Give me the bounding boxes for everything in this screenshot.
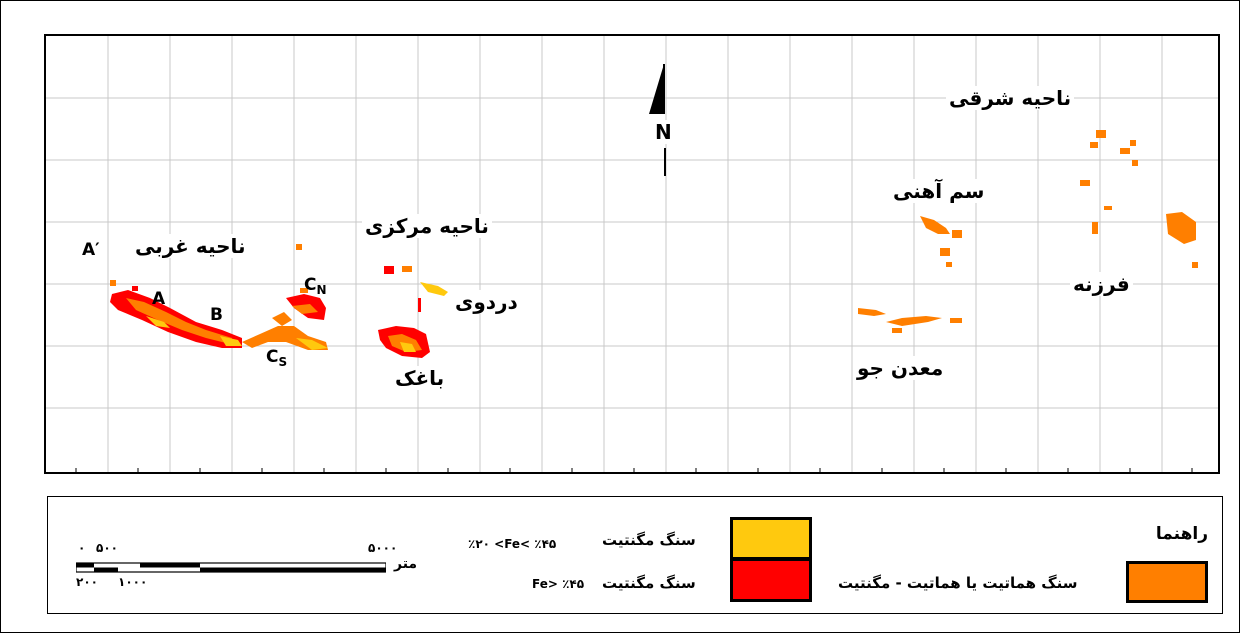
deposit-central-small xyxy=(402,266,412,272)
place-label-madanjo: معدن جو xyxy=(854,356,947,380)
point-label-cs: CS xyxy=(266,348,287,371)
point-label-a: A xyxy=(152,289,166,309)
deposit-cn xyxy=(292,304,318,314)
legend-label-magnetite-high: سنگ مگنتیت xyxy=(602,574,696,592)
deposit-madanjo xyxy=(886,316,942,326)
deposit-somahani xyxy=(952,230,962,238)
deposit-farzaneh xyxy=(1120,148,1130,154)
point-label-b: B xyxy=(210,305,223,325)
north-label: N xyxy=(651,120,676,144)
scale-bar-graphic xyxy=(75,562,387,573)
point-label-cs-sub: S xyxy=(278,355,288,369)
deposit-farzaneh xyxy=(1090,142,1098,148)
place-label-farzaneh: فرزنه xyxy=(1070,272,1133,296)
map-canvas xyxy=(46,36,1218,472)
region-label-west: ناحیه غربی xyxy=(132,234,249,258)
legend-range-magnetite-low: ٪۲۰ <Fe< ٪۴۵ xyxy=(468,537,557,551)
map-grid xyxy=(46,36,1218,472)
legend-title: راهنما xyxy=(1155,524,1208,544)
deposit-central-small xyxy=(418,298,421,312)
point-label-cn: CN xyxy=(304,276,327,299)
point-label-cn-sub: N xyxy=(316,283,327,297)
deposit-madanjo xyxy=(858,308,886,316)
scale-label-500: ۵۰۰ xyxy=(96,541,118,555)
legend-label-hematite: سنگ هماتیت یا هماتیت - مگنتیت xyxy=(838,574,1078,592)
point-label-c: C xyxy=(304,275,317,295)
deposit-farzaneh xyxy=(1080,180,1090,186)
deposit-farzaneh xyxy=(1130,140,1136,146)
deposit-central-small xyxy=(384,266,394,274)
north-arrow-icon xyxy=(649,64,666,176)
deposit-cn-small xyxy=(296,244,302,250)
legend-swatch-red xyxy=(730,558,812,602)
deposit-farzaneh-east xyxy=(1166,212,1196,244)
deposit-somahani xyxy=(920,216,950,234)
scale-label-200: ۲۰۰ xyxy=(76,575,98,589)
deposit-cn-small xyxy=(300,288,308,293)
place-label-baghak: باغک xyxy=(392,366,448,390)
deposit-west-small xyxy=(110,280,116,286)
deposit-cs xyxy=(296,338,328,350)
scale-label-0: ۰ xyxy=(78,541,86,555)
legend-swatch-yellow xyxy=(730,517,812,560)
point-label-c: C xyxy=(266,347,279,367)
deposit-layer xyxy=(110,130,1198,358)
place-label-dardvi: دردوی xyxy=(452,290,521,314)
deposit-dardvi xyxy=(420,282,448,296)
legend-label-magnetite-low: سنگ مگنتیت xyxy=(602,531,696,549)
legend-panel: راهنما سنگ مگنتیت ٪۲۰ <Fe< ٪۴۵ سنگ مگنتی… xyxy=(47,496,1223,614)
deposit-west-main xyxy=(146,316,170,328)
deposit-west-small xyxy=(132,286,138,291)
scale-label-1000: ۱۰۰۰ xyxy=(118,575,148,589)
deposit-somahani xyxy=(946,262,952,267)
deposit-baghak xyxy=(400,342,416,352)
deposit-farzaneh-east xyxy=(1192,262,1198,268)
place-label-somahani: سم آهنی xyxy=(890,179,988,203)
legend-swatch-orange xyxy=(1126,561,1208,603)
deposit-farzaneh xyxy=(1096,130,1106,138)
deposit-madanjo xyxy=(950,318,962,323)
deposit-farzaneh xyxy=(1104,206,1112,210)
deposit-cs xyxy=(272,312,292,326)
scale-label-5000: ۵۰۰۰ xyxy=(368,541,398,555)
scale-unit: متر xyxy=(394,556,418,572)
map-panel: N ناحیه غربی ناحیه مرکزی ناحیه شرقی دردو… xyxy=(44,34,1220,474)
deposit-farzaneh xyxy=(1132,160,1138,166)
deposit-farzaneh xyxy=(1092,222,1098,234)
point-label-a-prime: A′ xyxy=(82,240,100,260)
legend-range-magnetite-high: Fe> ٪۴۵ xyxy=(532,577,585,591)
deposit-west-main xyxy=(220,336,242,346)
deposit-west-main xyxy=(126,298,232,344)
region-label-central: ناحیه مرکزی xyxy=(362,214,492,238)
region-label-east: ناحیه شرقی xyxy=(946,86,1075,110)
deposit-madanjo xyxy=(892,328,902,333)
deposit-somahani xyxy=(940,248,950,256)
